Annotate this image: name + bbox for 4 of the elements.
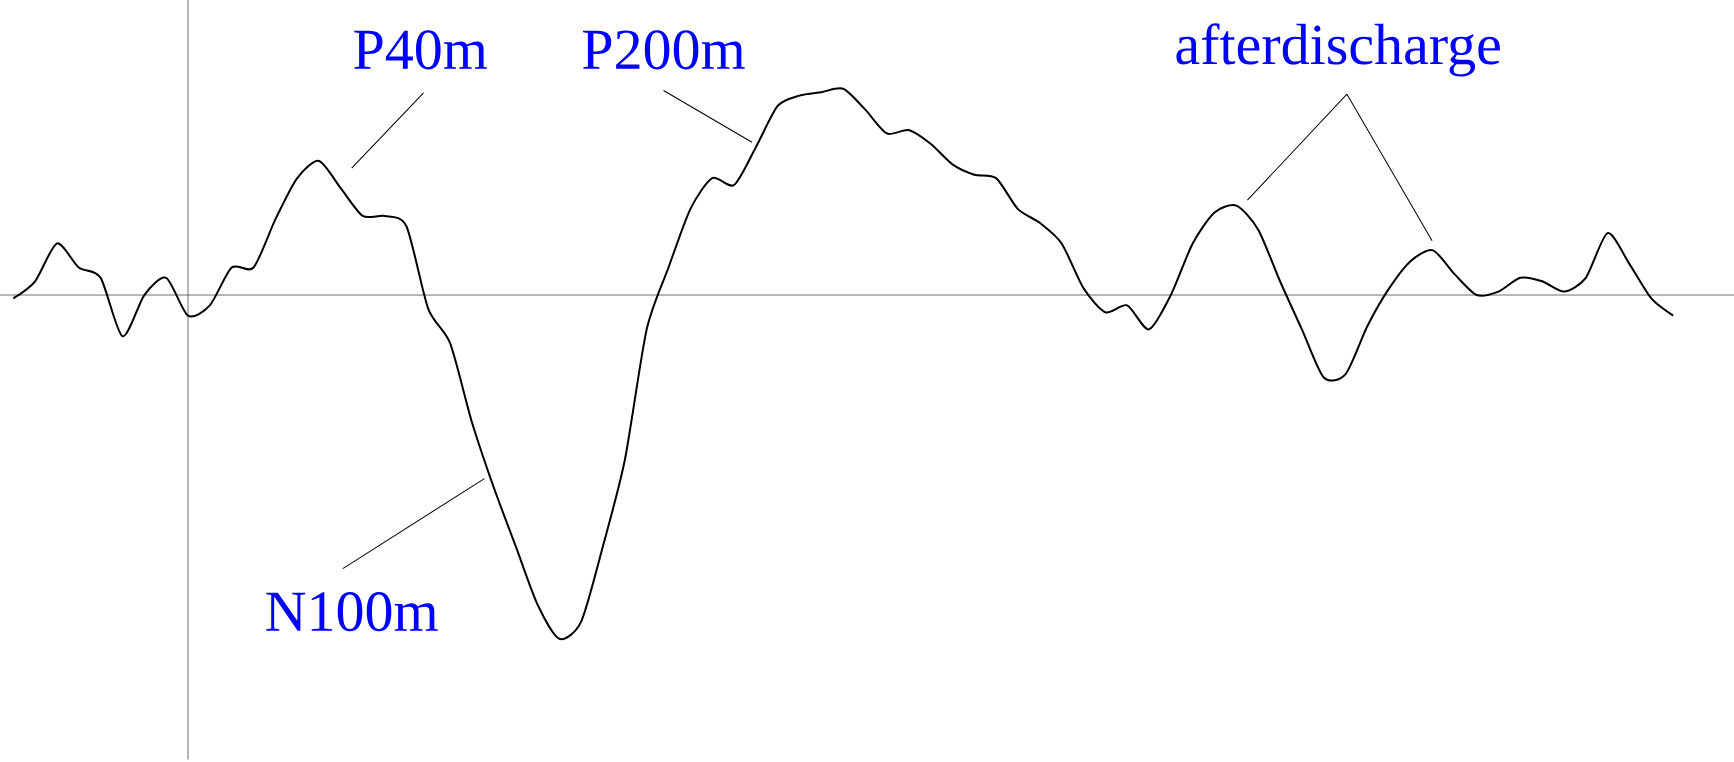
text: P40m [354,30,487,70]
text: afterdischarge [1176,23,1500,77]
text: P200m [583,30,745,70]
annotation: N100m [266,592,438,632]
